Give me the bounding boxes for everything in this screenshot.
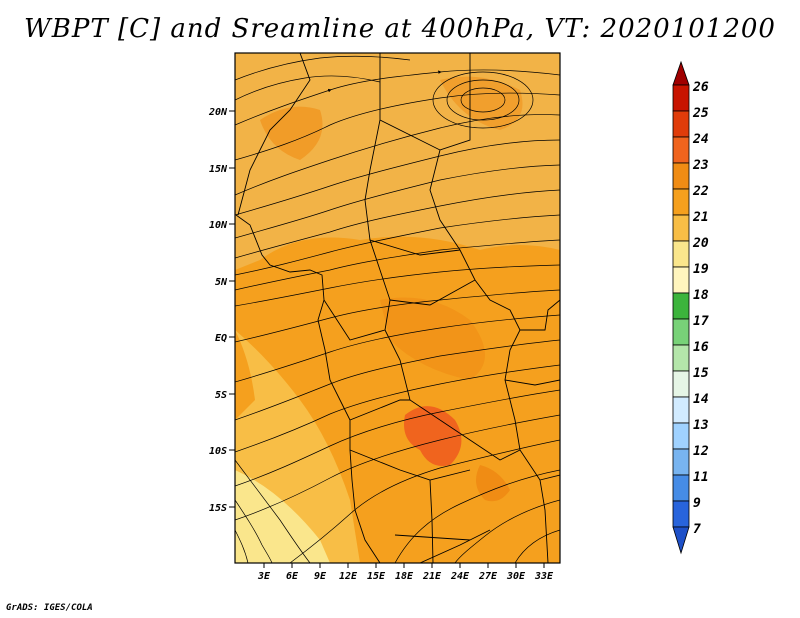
colorbar-label-22: 22: [692, 184, 709, 199]
colorbar-label-24: 24: [692, 132, 709, 147]
lon-label-33e: 33E: [534, 571, 554, 582]
lon-label-3e: 3E: [257, 571, 271, 582]
lat-axis: [229, 110, 235, 508]
lat-label-eq: EQ: [215, 333, 227, 344]
colorbar-label-15: 15: [693, 366, 709, 381]
lon-axis: [263, 563, 545, 568]
lon-label-27e: 27E: [478, 571, 498, 582]
lat-label-5n: 5N: [215, 277, 228, 288]
colorbar-label-21: 21: [692, 210, 709, 225]
lon-label-18e: 18E: [395, 571, 414, 582]
colorbar-label-9: 9: [693, 496, 701, 511]
colorbar-label-19: 19: [693, 262, 709, 277]
colorbar-label-20: 20: [692, 236, 709, 251]
colorbar-label-13: 13: [693, 418, 709, 433]
colorbar-label-14: 14: [693, 392, 709, 407]
colorbar-label-11: 11: [693, 470, 709, 485]
lat-label-5s: 5S: [215, 390, 227, 401]
lon-label-21e: 21E: [422, 571, 442, 582]
colorbar-label-26: 26: [692, 80, 709, 95]
wbpt-shading: [235, 53, 560, 563]
lon-label-6e: 6E: [286, 571, 299, 582]
lon-label-9e: 9E: [314, 571, 327, 582]
map-frame: [234, 52, 561, 564]
colorbar-label-12: 12: [693, 444, 709, 459]
streamlines: [235, 55, 560, 563]
colorbar-label-7: 7: [693, 522, 701, 537]
country-borders: [235, 53, 560, 563]
lat-label-20n: 20N: [208, 107, 228, 118]
colorbar: [672, 60, 690, 555]
lon-label-24e: 24E: [450, 571, 470, 582]
figure-title: WBPT [C] and Sreamline at 400hPa, VT: 20…: [24, 14, 776, 44]
colorbar-label-23: 23: [692, 158, 709, 173]
colorbar-label-25: 25: [692, 106, 709, 121]
lat-label-10n: 10N: [209, 220, 228, 231]
colorbar-label-16: 16: [693, 340, 709, 355]
colorbar-label-18: 18: [693, 288, 709, 303]
lon-label-15e: 15E: [367, 571, 386, 582]
lat-label-15s: 15S: [209, 503, 227, 514]
lat-label-10s: 10S: [209, 446, 227, 457]
lat-label-15n: 15N: [209, 164, 228, 175]
colorbar-label-17: 17: [693, 314, 709, 329]
lon-label-30e: 30E: [506, 571, 526, 582]
lon-label-12e: 12E: [339, 571, 358, 582]
grads-credit: GrADS: IGES/COLA: [6, 603, 93, 613]
